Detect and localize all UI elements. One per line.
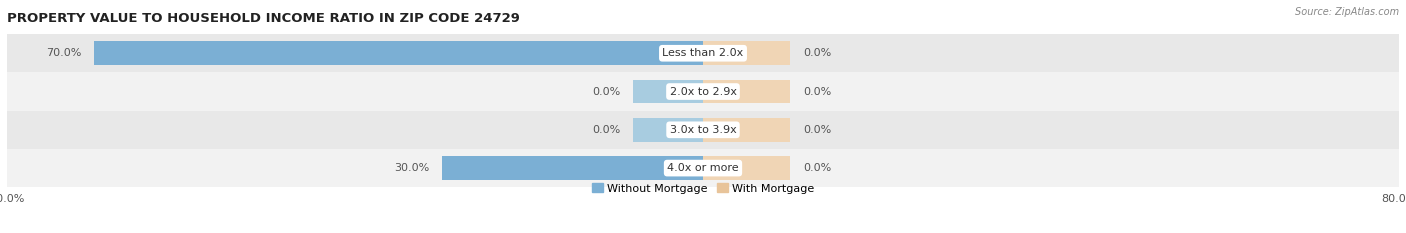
- Bar: [703, 80, 790, 103]
- Bar: [441, 156, 703, 180]
- Text: Source: ZipAtlas.com: Source: ZipAtlas.com: [1295, 7, 1399, 17]
- Text: 4.0x or more: 4.0x or more: [668, 163, 738, 173]
- Text: 0.0%: 0.0%: [803, 48, 831, 58]
- Text: 0.0%: 0.0%: [592, 86, 620, 96]
- Text: PROPERTY VALUE TO HOUSEHOLD INCOME RATIO IN ZIP CODE 24729: PROPERTY VALUE TO HOUSEHOLD INCOME RATIO…: [7, 12, 520, 25]
- Text: Less than 2.0x: Less than 2.0x: [662, 48, 744, 58]
- Text: 3.0x to 3.9x: 3.0x to 3.9x: [669, 125, 737, 135]
- Bar: [703, 156, 790, 180]
- Bar: [633, 80, 703, 103]
- Bar: [7, 34, 1399, 72]
- Bar: [703, 118, 790, 142]
- Bar: [7, 149, 1399, 187]
- Bar: [703, 41, 790, 65]
- Text: 70.0%: 70.0%: [45, 48, 82, 58]
- Bar: [7, 111, 1399, 149]
- Text: 0.0%: 0.0%: [803, 163, 831, 173]
- Text: 0.0%: 0.0%: [803, 125, 831, 135]
- Bar: [7, 72, 1399, 111]
- Text: 0.0%: 0.0%: [803, 86, 831, 96]
- Text: 30.0%: 30.0%: [394, 163, 429, 173]
- Bar: [94, 41, 703, 65]
- Text: 2.0x to 2.9x: 2.0x to 2.9x: [669, 86, 737, 96]
- Bar: [633, 118, 703, 142]
- Text: 0.0%: 0.0%: [592, 125, 620, 135]
- Legend: Without Mortgage, With Mortgage: Without Mortgage, With Mortgage: [592, 183, 814, 194]
